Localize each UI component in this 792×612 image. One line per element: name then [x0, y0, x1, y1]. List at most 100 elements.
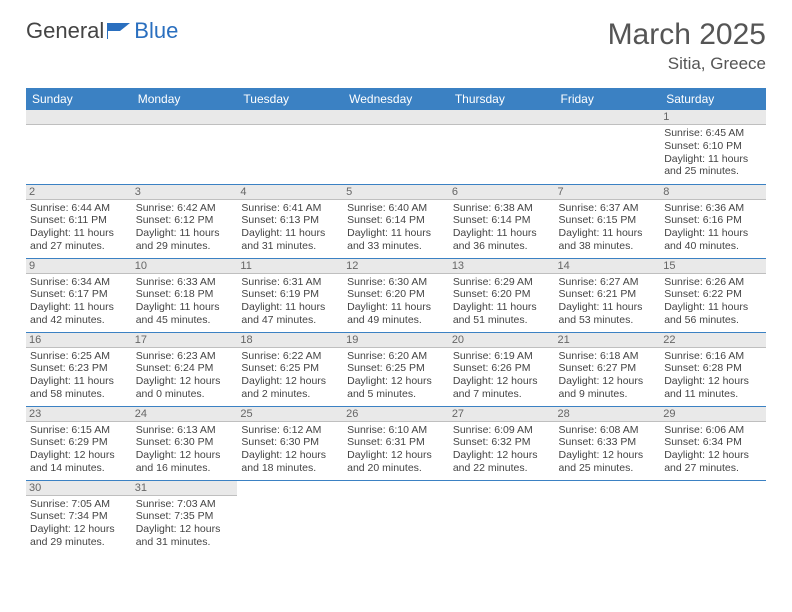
calendar-row: 30Sunrise: 7:05 AMSunset: 7:34 PMDayligh… [26, 480, 766, 554]
day-details: Sunrise: 6:23 AMSunset: 6:24 PMDaylight:… [136, 350, 234, 401]
calendar-row: 2Sunrise: 6:44 AMSunset: 6:11 PMDaylight… [26, 184, 766, 258]
day-details: Sunrise: 6:40 AMSunset: 6:14 PMDaylight:… [347, 202, 445, 253]
day-number: 21 [555, 333, 661, 348]
calendar-cell: 2Sunrise: 6:44 AMSunset: 6:11 PMDaylight… [26, 184, 132, 258]
day-number: 23 [26, 407, 132, 422]
day-details: Sunrise: 6:45 AMSunset: 6:10 PMDaylight:… [664, 127, 762, 178]
calendar-cell: 23 Sunrise: 6:15 AMSunset: 6:29 PMDayligh… [26, 406, 132, 480]
calendar-cell: 14 Sunrise: 6:27 AMSunset: 6:21 PMDayligh… [555, 258, 661, 332]
day-details: Sunrise: 6:18 AMSunset: 6:27 PMDaylight:… [559, 350, 657, 401]
day-number: 2 [26, 185, 132, 200]
calendar-cell [555, 110, 661, 184]
day-number: 12 [343, 259, 449, 274]
brand-part2: Blue [134, 18, 178, 44]
day-number: 28 [555, 407, 661, 422]
day-number: 5 [343, 185, 449, 200]
header: General Blue March 2025 Sitia, Greece [26, 18, 766, 74]
calendar-table: Sunday Monday Tuesday Wednesday Thursday… [26, 88, 766, 554]
day-details: Sunrise: 6:22 AMSunset: 6:25 PMDaylight:… [241, 350, 339, 401]
day-number: 14 [555, 259, 661, 274]
weekday-header: Wednesday [343, 88, 449, 110]
calendar-row: 23 Sunrise: 6:15 AMSunset: 6:29 PMDayligh… [26, 406, 766, 480]
calendar-cell: 25Sunrise: 6:12 AMSunset: 6:30 PMDayligh… [237, 406, 343, 480]
day-details: Sunrise: 6:25 AMSunset: 6:23 PMDaylight:… [30, 350, 128, 401]
day-details: Sunrise: 6:08 AMSunset: 6:33 PMDaylight:… [559, 424, 657, 475]
day-number: 1 [660, 110, 766, 125]
calendar-row: 16 Sunrise: 6:25 AMSunset: 6:23 PMDayligh… [26, 332, 766, 406]
day-details: Sunrise: 6:36 AMSunset: 6:16 PMDaylight:… [664, 202, 762, 253]
calendar-cell: 3 Sunrise: 6:42 AMSunset: 6:12 PMDaylight… [132, 184, 238, 258]
title-block: March 2025 Sitia, Greece [608, 18, 766, 74]
calendar-cell [237, 110, 343, 184]
day-number: 16 [26, 333, 132, 348]
brand-logo: General Blue [26, 18, 178, 44]
calendar-cell: 22 Sunrise: 6:16 AMSunset: 6:28 PMDayligh… [660, 332, 766, 406]
calendar-cell: 13Sunrise: 6:29 AMSunset: 6:20 PMDayligh… [449, 258, 555, 332]
day-number: 27 [449, 407, 555, 422]
day-number: 24 [132, 407, 238, 422]
day-details: Sunrise: 6:12 AMSunset: 6:30 PMDaylight:… [241, 424, 339, 475]
day-details: Sunrise: 6:15 AMSunset: 6:29 PMDaylight:… [30, 424, 128, 475]
calendar-cell: 31 Sunrise: 7:03 AMSunset: 7:35 PMDayligh… [132, 480, 238, 554]
calendar-cell [132, 110, 238, 184]
day-details: Sunrise: 6:33 AMSunset: 6:18 PMDaylight:… [136, 276, 234, 327]
calendar-cell: 21 Sunrise: 6:18 AMSunset: 6:27 PMDayligh… [555, 332, 661, 406]
calendar-cell: 20Sunrise: 6:19 AMSunset: 6:26 PMDayligh… [449, 332, 555, 406]
empty-day-bar [237, 110, 343, 125]
calendar-row: 9Sunrise: 6:34 AMSunset: 6:17 PMDaylight… [26, 258, 766, 332]
calendar-cell: 10Sunrise: 6:33 AMSunset: 6:18 PMDayligh… [132, 258, 238, 332]
day-number: 3 [132, 185, 238, 200]
day-number: 7 [555, 185, 661, 200]
day-details: Sunrise: 6:30 AMSunset: 6:20 PMDaylight:… [347, 276, 445, 327]
weekday-header: Tuesday [237, 88, 343, 110]
day-details: Sunrise: 6:06 AMSunset: 6:34 PMDaylight:… [664, 424, 762, 475]
calendar-cell [449, 110, 555, 184]
calendar-cell: 4 Sunrise: 6:41 AMSunset: 6:13 PMDaylight… [237, 184, 343, 258]
day-details: Sunrise: 6:16 AMSunset: 6:28 PMDaylight:… [664, 350, 762, 401]
day-details: Sunrise: 6:31 AMSunset: 6:19 PMDaylight:… [241, 276, 339, 327]
day-number: 20 [449, 333, 555, 348]
calendar-row: 1 Sunrise: 6:45 AMSunset: 6:10 PMDaylight… [26, 110, 766, 184]
calendar-cell: 12 Sunrise: 6:30 AMSunset: 6:20 PMDayligh… [343, 258, 449, 332]
calendar-cell [343, 480, 449, 554]
calendar-cell: 29 Sunrise: 6:06 AMSunset: 6:34 PMDayligh… [660, 406, 766, 480]
day-number: 17 [132, 333, 238, 348]
logo-flag-icon [106, 22, 132, 40]
empty-day-bar [555, 110, 661, 125]
calendar-cell: 7 Sunrise: 6:37 AMSunset: 6:15 PMDaylight… [555, 184, 661, 258]
day-details: Sunrise: 6:09 AMSunset: 6:32 PMDaylight:… [453, 424, 551, 475]
day-number: 26 [343, 407, 449, 422]
weekday-header-row: Sunday Monday Tuesday Wednesday Thursday… [26, 88, 766, 110]
day-number: 31 [132, 481, 238, 496]
day-details: Sunrise: 6:27 AMSunset: 6:21 PMDaylight:… [559, 276, 657, 327]
day-details: Sunrise: 6:37 AMSunset: 6:15 PMDaylight:… [559, 202, 657, 253]
brand-part1: General [26, 18, 104, 43]
day-details: Sunrise: 6:42 AMSunset: 6:12 PMDaylight:… [136, 202, 234, 253]
calendar-cell: 9Sunrise: 6:34 AMSunset: 6:17 PMDaylight… [26, 258, 132, 332]
day-number: 4 [237, 185, 343, 200]
calendar-cell: 15Sunrise: 6:26 AMSunset: 6:22 PMDayligh… [660, 258, 766, 332]
day-details: Sunrise: 6:41 AMSunset: 6:13 PMDaylight:… [241, 202, 339, 253]
calendar-cell: 18Sunrise: 6:22 AMSunset: 6:25 PMDayligh… [237, 332, 343, 406]
calendar-cell: 1 Sunrise: 6:45 AMSunset: 6:10 PMDaylight… [660, 110, 766, 184]
day-details: Sunrise: 6:20 AMSunset: 6:25 PMDaylight:… [347, 350, 445, 401]
calendar-cell: 19 Sunrise: 6:20 AMSunset: 6:25 PMDayligh… [343, 332, 449, 406]
weekday-header: Monday [132, 88, 238, 110]
day-number: 22 [660, 333, 766, 348]
calendar-cell [449, 480, 555, 554]
calendar-cell: 27 Sunrise: 6:09 AMSunset: 6:32 PMDayligh… [449, 406, 555, 480]
day-details: Sunrise: 6:38 AMSunset: 6:14 PMDaylight:… [453, 202, 551, 253]
empty-day-bar [449, 110, 555, 125]
day-number: 15 [660, 259, 766, 274]
calendar-cell: 28 Sunrise: 6:08 AMSunset: 6:33 PMDayligh… [555, 406, 661, 480]
weekday-header: Thursday [449, 88, 555, 110]
calendar-cell [555, 480, 661, 554]
day-number: 19 [343, 333, 449, 348]
day-number: 8 [660, 185, 766, 200]
calendar-cell: 6Sunrise: 6:38 AMSunset: 6:14 PMDaylight… [449, 184, 555, 258]
calendar-cell: 26Sunrise: 6:10 AMSunset: 6:31 PMDayligh… [343, 406, 449, 480]
day-number: 29 [660, 407, 766, 422]
calendar-cell: 11Sunrise: 6:31 AMSunset: 6:19 PMDayligh… [237, 258, 343, 332]
day-details: Sunrise: 7:03 AMSunset: 7:35 PMDaylight:… [136, 498, 234, 549]
location-label: Sitia, Greece [608, 54, 766, 74]
